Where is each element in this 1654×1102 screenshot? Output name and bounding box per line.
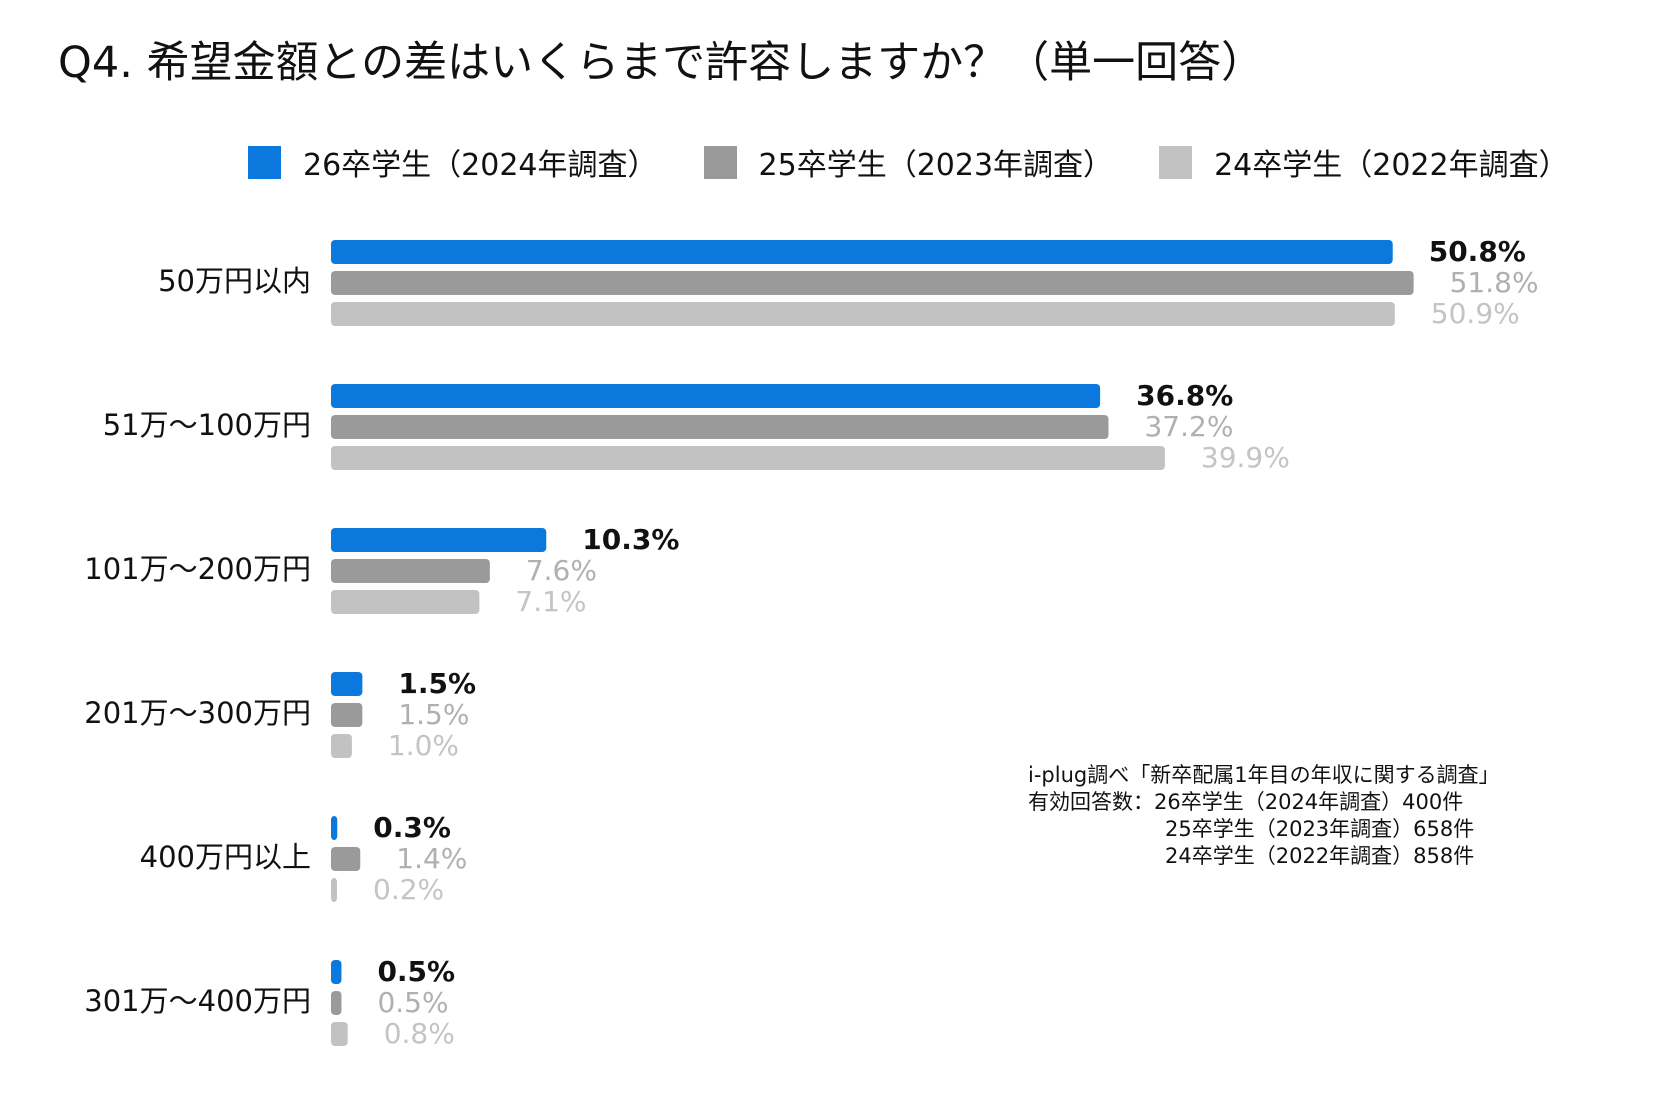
bar-25-cat-3: [331, 559, 490, 583]
value-label-24-cat-2: 39.9%: [1201, 441, 1290, 474]
bar-25-cat-5: [331, 847, 361, 871]
bar-26-cat-1: [331, 240, 1393, 264]
source-text: i-plug調べ「新卒配属1年目の年収に関する調査」: [1028, 763, 1500, 787]
bar-24-cat-5: [331, 878, 337, 902]
sample-size-26: 26卒学生（2024年調査）400件: [1154, 790, 1464, 814]
value-label-25-cat-1: 51.8%: [1450, 266, 1539, 299]
value-label-25-cat-3: 7.6%: [526, 554, 597, 587]
value-label-25-cat-2: 37.2%: [1144, 410, 1233, 443]
value-label-24-cat-5: 0.2%: [373, 873, 444, 906]
bar-24-cat-6: [331, 1022, 348, 1046]
value-label-26-cat-3: 10.3%: [582, 523, 679, 556]
sample-size-line-1: 有効回答数：26卒学生（2024年調査）400件: [1028, 789, 1500, 816]
bar-25-cat-6: [331, 991, 342, 1015]
bar-26-cat-3: [331, 528, 547, 552]
bar-26-cat-4: [331, 672, 363, 696]
value-label-24-cat-3: 7.1%: [515, 585, 586, 618]
sample-size-25: 25卒学生（2023年調査）658件: [1165, 817, 1475, 841]
bar-24-cat-1: [331, 302, 1395, 326]
value-label-24-cat-1: 50.9%: [1431, 297, 1520, 330]
sample-size-24: 24卒学生（2022年調査）858件: [1165, 844, 1475, 868]
legend-item-25: 25卒学生（2023年調査）: [703, 140, 1114, 184]
category-label-1: 50万円以内: [158, 264, 311, 298]
value-label-24-cat-6: 0.8%: [384, 1017, 455, 1050]
value-label-26-cat-2: 36.8%: [1136, 379, 1233, 412]
bar-26-cat-5: [331, 816, 338, 840]
legend-item-26: 26卒学生（2024年調査）: [248, 140, 658, 184]
bar-26-cat-6: [331, 960, 342, 984]
sample-size-label: 有効回答数：: [1028, 790, 1154, 814]
value-label-25-cat-4: 1.5%: [398, 698, 469, 731]
value-label-25-cat-5: 1.4%: [396, 842, 467, 875]
category-label-2: 51万～100万円: [103, 408, 311, 442]
bar-24-cat-4: [331, 734, 352, 758]
category-label-3: 101万～200万円: [84, 552, 311, 586]
bar-25-cat-4: [331, 703, 363, 727]
chart-legend: 26卒学生（2024年調査） 25卒学生（2023年調査） 24卒学生（2022…: [248, 140, 1569, 184]
legend-label-25: 25卒学生（2023年調査）: [758, 148, 1114, 183]
chart-title: Q4. 希望金額との差はいくらまで許容しますか？（単一回答）: [58, 38, 1265, 88]
legend-label-26: 26卒学生（2024年調査）: [303, 148, 658, 183]
category-label-4: 201万～300万円: [84, 696, 311, 730]
bar-25-cat-2: [331, 415, 1109, 439]
legend-swatch-26: [248, 145, 281, 179]
bar-26-cat-2: [331, 384, 1101, 408]
bar-25-cat-1: [331, 271, 1414, 295]
category-label-6: 301万～400万円: [84, 984, 311, 1018]
legend-label-24: 24卒学生（2022年調査）: [1214, 148, 1569, 183]
legend-item-24: 24卒学生（2022年調査）: [1159, 140, 1569, 184]
legend-swatch-24: [1159, 145, 1193, 179]
value-label-26-cat-5: 0.3%: [373, 811, 451, 844]
legend-swatch-25: [703, 145, 737, 179]
bar-24-cat-3: [331, 590, 480, 614]
value-label-26-cat-1: 50.8%: [1429, 235, 1526, 268]
source-note: i-plug調べ「新卒配属1年目の年収に関する調査」 有効回答数：26卒学生（2…: [1028, 762, 1500, 870]
value-label-24-cat-4: 1.0%: [388, 729, 459, 762]
value-label-25-cat-6: 0.5%: [377, 986, 448, 1019]
category-label-5: 400万円以上: [140, 840, 311, 874]
value-label-26-cat-6: 0.5%: [377, 955, 455, 988]
value-label-26-cat-4: 1.5%: [398, 667, 476, 700]
bar-24-cat-2: [331, 446, 1165, 470]
